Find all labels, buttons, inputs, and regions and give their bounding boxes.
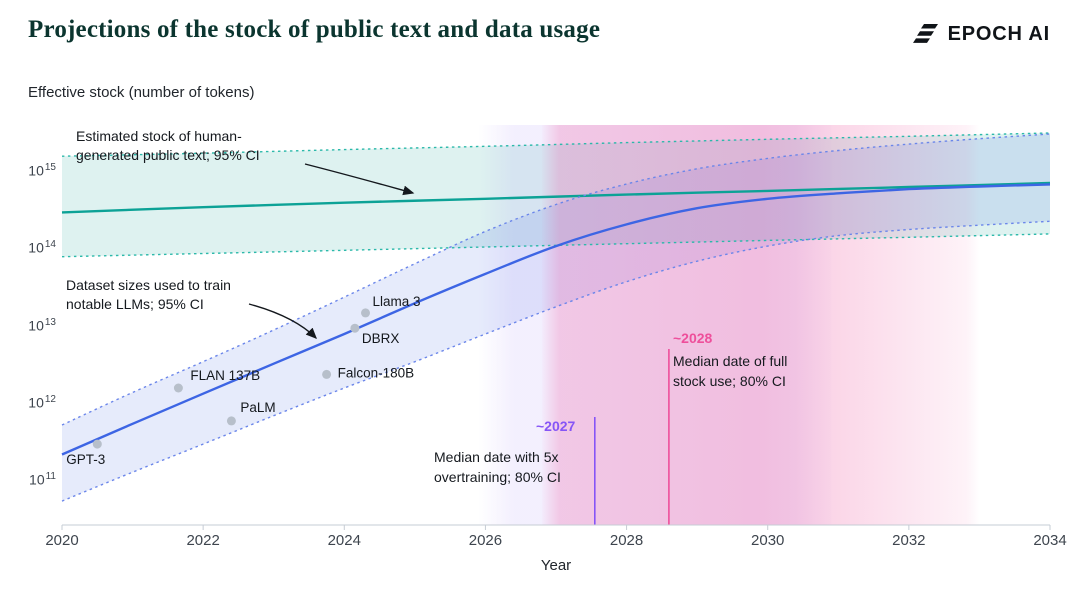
- y-tick-label: 1015: [28, 162, 56, 179]
- model-label: FLAN 137B: [190, 368, 260, 383]
- full-stock-median-year-label: ~2028: [673, 330, 713, 346]
- x-tick-label: 2020: [45, 532, 79, 549]
- x-tick-label: 2022: [186, 532, 220, 549]
- dataset-median-line: [61, 183, 1051, 456]
- model-label: Falcon-180B: [338, 365, 415, 380]
- overtraining-median-caption: Median date with 5x overtraining; 80% CI: [434, 449, 561, 485]
- model-dot: [173, 383, 183, 393]
- x-tick-label: 2034: [1033, 532, 1067, 549]
- model-label: PaLM: [240, 400, 275, 415]
- model-label: Llama 3: [373, 294, 421, 309]
- overtraining-median-year-label: ~2027: [536, 418, 576, 434]
- epoch-logo-icon: [912, 24, 938, 43]
- model-dot: [350, 323, 360, 333]
- model-dot: [361, 308, 370, 318]
- dataset-lower-ci-line: [61, 220, 1051, 502]
- x-tick-label: 2028: [609, 532, 644, 549]
- y-tick-label: 1011: [29, 471, 56, 488]
- arrow-to-human-text-band: [304, 163, 415, 196]
- full-stock-median-caption: Median date of full stock use; 80% CI: [673, 353, 788, 389]
- model-dot: [92, 439, 102, 449]
- human-text-upper-ci-line: [61, 132, 1051, 157]
- human-text-median-line: [61, 181, 1051, 214]
- x-tick-label: 2026: [468, 532, 503, 549]
- x-tick-label: 2024: [327, 532, 361, 549]
- arrow-to-dataset-line: [248, 303, 317, 339]
- x-tick-label: 2030: [751, 532, 785, 549]
- y-tick-label: 1014: [28, 239, 56, 256]
- model-label: DBRX: [362, 331, 400, 346]
- model-dot: [322, 369, 332, 379]
- epoch-ai-logo: EPOCH AI: [912, 22, 1050, 47]
- page-title: Projections of the stock of public text …: [28, 16, 601, 43]
- y-tick-label: 1013: [28, 316, 56, 334]
- model-label: GPT-3: [66, 452, 105, 467]
- x-axis-label: Year: [540, 557, 572, 574]
- annotation-dataset-sizes: Dataset sizes used to train notable LLMs…: [66, 277, 231, 313]
- model-dot: [226, 416, 236, 426]
- y-tick-label: 1012: [28, 393, 56, 411]
- epoch-logo-text: EPOCH AI: [947, 23, 1050, 45]
- dataset-upper-ci-line: [61, 133, 1051, 426]
- x-tick-label: 2032: [892, 532, 926, 549]
- annotation-human-text-stock: Estimated stock of human-generated publi…: [76, 128, 260, 164]
- y-axis-title: Effective stock (number of tokens): [28, 84, 255, 101]
